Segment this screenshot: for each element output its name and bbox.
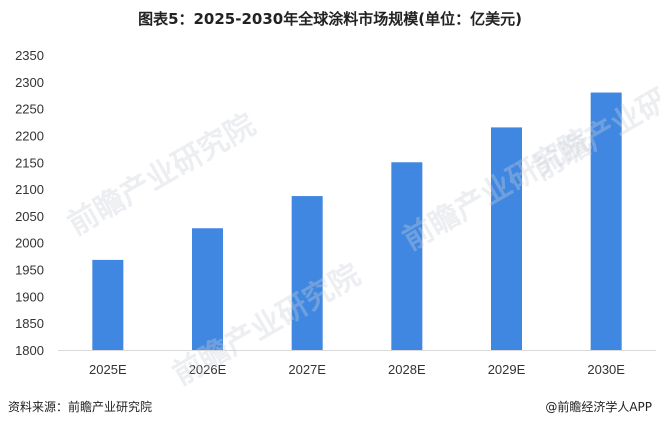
source-note: 资料来源：前瞻产业研究院 [8,400,153,414]
x-tick-label: 2029E [488,362,526,377]
chart-title: 图表5：2025-2030年全球涂料市场规模(单位：亿美元) [138,10,522,28]
bar [291,196,323,350]
y-tick-label: 2100 [15,182,44,197]
x-tick-label: 2025E [89,362,127,377]
y-tick-label: 2350 [15,48,44,63]
y-tick-label: 2300 [15,75,44,90]
y-tick-label: 2200 [15,128,44,143]
bar [491,127,522,350]
y-tick-label: 2250 [15,102,44,117]
x-tick-label: 2030E [587,362,625,377]
brand-credit: @前瞻经济学人APP [545,400,652,414]
y-tick-label: 2150 [15,155,44,170]
bar [590,92,622,350]
bar [391,162,423,350]
bar [92,259,124,350]
x-tick-label: 2028E [388,362,426,377]
y-tick-label: 2050 [15,209,44,224]
y-tick-label: 1850 [15,316,44,331]
x-tick-label: 2027E [288,362,326,377]
y-tick-label: 1950 [15,263,44,278]
bar [192,228,223,350]
x-tick-label: 2026E [189,362,227,377]
y-tick-label: 2000 [15,236,44,251]
y-tick-label: 1900 [15,289,44,304]
y-tick-label: 1800 [15,343,44,358]
